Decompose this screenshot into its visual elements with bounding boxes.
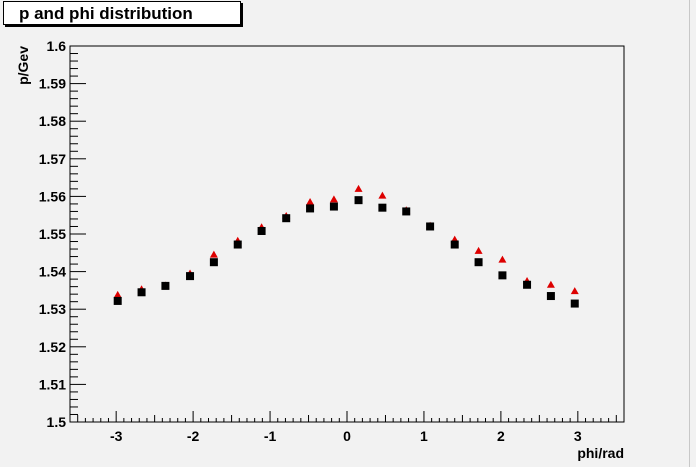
x-tick-label: -2 — [187, 428, 200, 444]
x-tick-label: 1 — [420, 428, 428, 444]
y-tick-label: 1.5 — [47, 414, 67, 430]
square-marker — [523, 280, 532, 289]
y-tick-label: 1.53 — [39, 301, 66, 317]
x-tick-label: -1 — [264, 428, 277, 444]
square-marker — [329, 202, 338, 211]
y-tick-label: 1.57 — [39, 151, 66, 167]
x-tick-label: 0 — [343, 428, 351, 444]
x-tick-label: 3 — [574, 428, 582, 444]
triangle-marker — [474, 246, 483, 254]
square-marker — [498, 271, 507, 280]
square-marker — [137, 288, 146, 297]
triangle-marker — [570, 287, 579, 295]
triangle-marker — [113, 290, 122, 298]
square-marker — [378, 203, 387, 212]
square-marker — [570, 299, 579, 308]
y-tick-label: 1.52 — [39, 339, 66, 355]
triangle-marker — [354, 184, 363, 192]
window-edge — [689, 0, 696, 467]
square-marker — [257, 226, 266, 235]
axis-ticks — [70, 45, 617, 423]
square-marker — [474, 258, 483, 267]
plot-area — [69, 45, 625, 423]
square-marker — [282, 214, 291, 223]
chart-title-box: p and phi distribution — [3, 1, 241, 25]
square-marker — [161, 281, 170, 290]
y-tick-label: 1.51 — [39, 376, 66, 392]
square-marker — [450, 240, 459, 249]
chart-title: p and phi distribution — [19, 4, 193, 23]
square-marker — [113, 296, 122, 305]
y-tick-label: 1.58 — [39, 113, 66, 129]
square-marker — [186, 272, 195, 281]
x-tick-label: -3 — [110, 428, 123, 444]
square-marker — [426, 222, 435, 231]
square-marker — [306, 204, 315, 213]
triangle-marker — [329, 195, 338, 203]
data-markers — [113, 184, 579, 308]
y-tick-label: 1.59 — [39, 76, 66, 92]
square-marker — [354, 196, 363, 205]
square-marker — [402, 207, 411, 216]
y-axis-title: p/Gev — [15, 46, 31, 85]
triangle-marker — [378, 191, 387, 199]
y-tick-label: 1.55 — [39, 226, 66, 242]
square-marker — [233, 240, 242, 249]
x-tick-label: 2 — [497, 428, 505, 444]
triangle-marker — [209, 250, 218, 258]
y-tick-label: 1.6 — [47, 38, 67, 54]
square-marker — [209, 258, 218, 267]
triangle-marker — [306, 198, 315, 206]
axis-tick-labels: -3 -2 -1 0 1 2 3 1.5 1.51 1.52 1.53 1.54 1.55 1.56 1.5… — [39, 38, 582, 444]
square-marker — [546, 292, 555, 301]
triangle-marker — [498, 255, 507, 263]
x-axis-title: phi/rad — [577, 445, 624, 461]
y-tick-label: 1.56 — [39, 188, 66, 204]
triangle-marker — [546, 280, 555, 288]
y-tick-label: 1.54 — [39, 264, 66, 280]
